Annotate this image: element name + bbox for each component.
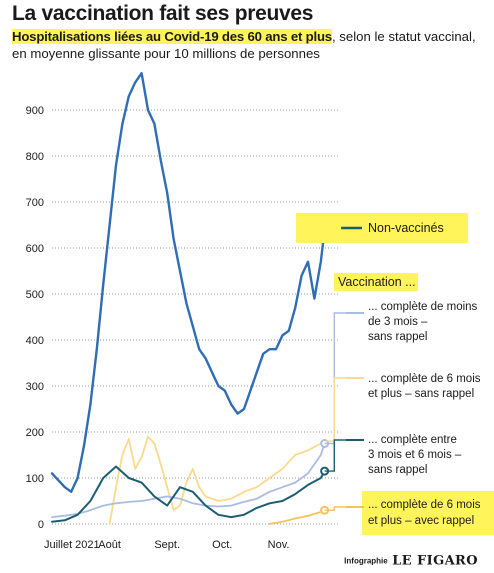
y-tick-label: 100 [26,473,44,485]
legend-highlight-over6m-booster [362,491,494,535]
y-tick-label: 500 [26,289,44,301]
credit-brand-logo: LE FIGARO [392,553,478,569]
x-tick-label: Oct. [212,539,232,551]
y-tick-label: 800 [26,151,44,163]
legend-connectors [324,227,346,511]
subtitle-rest: , selon le statut vaccinal, en moyenne g… [12,29,476,61]
legend-label-between3and6m: ... complète entre 3 mois et 6 mois – sa… [368,434,465,476]
x-tick-label: Nov. [268,539,290,551]
legend: Non-vaccinés Vaccination ... ... complèt… [296,213,494,535]
legend-label-over6m-no-booster: ... complète de 6 mois et plus – sans ra… [368,373,484,400]
legend-heading: Vaccination ... [338,275,416,289]
grid-lines [52,109,340,525]
legend-label-over6m-booster: ... complète de 6 mois et plus – avec ra… [368,499,484,527]
chart-subtitle: Hospitalisations liées au Covid-19 des 6… [12,28,482,62]
connector-between3and6m [324,439,346,472]
y-tick-label: 900 [26,105,44,117]
legend-label-under3m: ... complète de moins de 3 mois – sans r… [368,301,481,343]
series-line-unvaccinated [50,71,326,493]
y-tick-label: 0 [38,519,44,531]
series-line-over6m_no_booster [108,435,326,525]
x-tick-label: Sept. [154,539,180,551]
y-axis-ticks: 0 100 200 300 400 500 600 700 800 900 [26,105,44,531]
x-tick-label: Août [98,539,121,551]
series-lines [50,71,330,525]
legend-heading-highlight [334,273,418,291]
legend-highlight-unvaccinated [296,213,468,243]
series-line-over6m_booster [268,509,326,525]
x-tick-label: Juillet 2021 [44,539,100,551]
connector-over6m_booster [324,506,346,511]
y-tick-label: 600 [26,243,44,255]
chart-title: La vaccination fait ses preuves [12,2,314,25]
y-tick-label: 300 [26,381,44,393]
series-line-under3m [51,442,326,518]
y-tick-label: 200 [26,427,44,439]
legend-label-unvaccinated: Non-vaccinés [368,221,444,235]
connector-over6m_no_booster [324,377,346,442]
y-tick-label: 700 [26,197,44,209]
credit-label: Infographie [344,556,388,566]
series-line-between3and6m [51,465,326,523]
y-tick-label: 400 [26,335,44,347]
subtitle-highlight: Hospitalisations liées au Covid-19 des 6… [12,29,332,44]
credit: Infographie LE FIGARO [344,552,478,570]
